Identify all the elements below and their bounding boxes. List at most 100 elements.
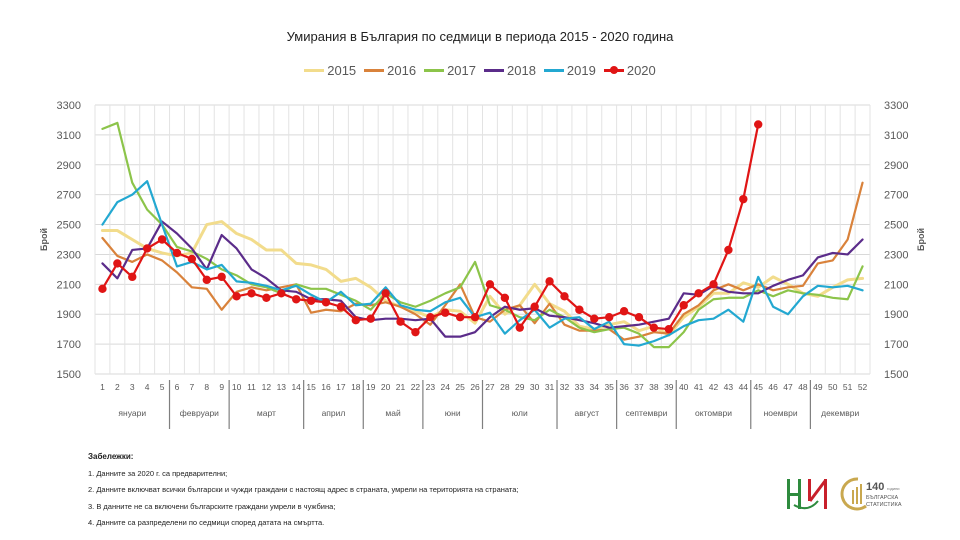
data-point-2020 — [485, 280, 495, 289]
legend-item-2016: 2016 — [364, 63, 416, 78]
data-point-2020 — [411, 327, 420, 337]
x-tick-label: 1 — [100, 382, 105, 392]
data-point-2020 — [649, 323, 659, 332]
x-tick-label: 47 — [783, 382, 793, 392]
legend-item-2020: 2020 — [603, 63, 656, 78]
y-tick-label: 2500 — [57, 220, 81, 232]
y-axis-title: Брой — [39, 228, 49, 251]
x-tick-label: 6 — [175, 382, 180, 392]
data-point-2020 — [530, 302, 539, 311]
data-point-2020 — [709, 280, 718, 289]
x-tick-label: 18 — [351, 382, 361, 392]
note-item: 4. Данните са разпределени по седмици сп… — [88, 518, 325, 527]
month-label: юли — [512, 408, 528, 418]
series-line-2019 — [101, 180, 864, 347]
x-tick-label: 19 — [366, 382, 376, 392]
x-tick-label: 14 — [291, 382, 301, 392]
x-tick-label: 5 — [160, 382, 165, 392]
legend-swatch — [304, 69, 325, 72]
legend-swatch — [424, 69, 445, 72]
x-tick-label: 12 — [262, 382, 272, 392]
legend-label: 2016 — [387, 63, 417, 78]
legend-label: 2020 — [626, 63, 656, 78]
legend-item-2019: 2019 — [543, 63, 596, 78]
anniversary-number: 140 — [866, 481, 884, 493]
data-point-2020 — [351, 316, 361, 325]
month-label: февруари — [180, 408, 219, 418]
data-point-2020 — [441, 308, 450, 317]
line-chart: 1500 1500 1700 1700 1900 1900 2100 2100 2300 2300… — [39, 100, 926, 429]
x-tick-label: 7 — [190, 382, 195, 392]
data-point-2020 — [604, 313, 614, 322]
data-point-2020 — [128, 272, 137, 282]
x-tick-label: 8 — [204, 382, 209, 392]
x-tick-label: 49 — [813, 382, 823, 392]
y2-tick-label: 2500 — [884, 220, 908, 232]
x-tick-label: 3 — [130, 382, 135, 392]
data-point-2020 — [590, 314, 599, 323]
legend-item-2015: 2015 — [304, 63, 356, 78]
x-tick-label: 52 — [858, 382, 868, 392]
legend-label: 2015 — [327, 63, 357, 78]
x-tick-label: 20 — [381, 382, 391, 392]
x-tick-label: 37 — [634, 382, 644, 392]
y2-tick-label: 2300 — [884, 249, 908, 261]
x-tick-label: 26 — [470, 382, 480, 392]
x-tick-label: 11 — [247, 382, 256, 392]
data-point-2020 — [560, 292, 569, 301]
y-tick-label: 3100 — [57, 130, 81, 142]
x-tick-label: 13 — [277, 382, 287, 392]
x-tick-label: 40 — [679, 382, 689, 392]
data-point-2020 — [545, 277, 554, 286]
legend-swatch — [484, 69, 504, 72]
month-label: април — [322, 408, 346, 418]
x-tick-label: 32 — [560, 382, 570, 392]
y2-tick-label: 3300 — [884, 100, 908, 112]
data-point-2020 — [277, 289, 286, 298]
data-point-2020 — [754, 120, 763, 129]
x-tick-label: 35 — [604, 382, 614, 392]
x-tick-label: 45 — [753, 382, 763, 392]
anniversary-line2: СТАТИСТИКА — [866, 502, 902, 508]
nsi-logo — [787, 479, 827, 510]
chart-title: Умирания в България по седмици в периода… — [286, 29, 674, 44]
legend-label: 2019 — [566, 63, 596, 78]
y-tick-label: 1700 — [57, 339, 81, 351]
x-tick-label: 9 — [219, 382, 224, 392]
data-point-2020 — [679, 301, 688, 310]
y-tick-label: 1500 — [57, 369, 81, 381]
legend: 2015 2016 2017 2018 2019 2020 — [0, 63, 960, 78]
x-tick-label: 10 — [232, 382, 242, 392]
month-label: март — [257, 408, 276, 418]
data-point-2020 — [113, 259, 122, 268]
x-tick-label: 43 — [724, 382, 734, 392]
x-tick-label: 44 — [739, 382, 749, 392]
month-label: ноември — [764, 408, 798, 418]
y-tick-label: 1900 — [57, 309, 81, 321]
legend-swatch — [543, 69, 564, 72]
data-point-2020 — [157, 235, 167, 244]
x-tick-label: 38 — [649, 382, 659, 392]
data-point-2020 — [262, 293, 271, 302]
data-point-2020 — [664, 324, 673, 334]
data-point-2020 — [336, 302, 346, 311]
x-tick-label: 30 — [530, 382, 540, 392]
data-point-2020 — [426, 313, 435, 322]
x-tick-label: 36 — [619, 382, 629, 392]
legend-label: 2018 — [507, 63, 536, 78]
x-tick-label: 24 — [441, 382, 451, 392]
x-tick-label: 27 — [485, 382, 495, 392]
x-tick-label: 29 — [515, 382, 525, 392]
legend-item-2017: 2017 — [424, 63, 476, 78]
y2-tick-label: 2700 — [884, 190, 908, 202]
legend-marker — [609, 66, 618, 74]
y2-tick-label: 1900 — [884, 309, 908, 321]
y-tick-label: 3300 — [57, 100, 81, 112]
series-line-2016 — [101, 181, 864, 341]
data-point-2020 — [98, 284, 107, 294]
x-tick-label: 31 — [545, 382, 555, 392]
data-point-2020 — [500, 293, 510, 302]
data-point-2020 — [366, 314, 375, 323]
data-point-2020 — [187, 254, 197, 264]
month-label: декември — [821, 408, 859, 418]
